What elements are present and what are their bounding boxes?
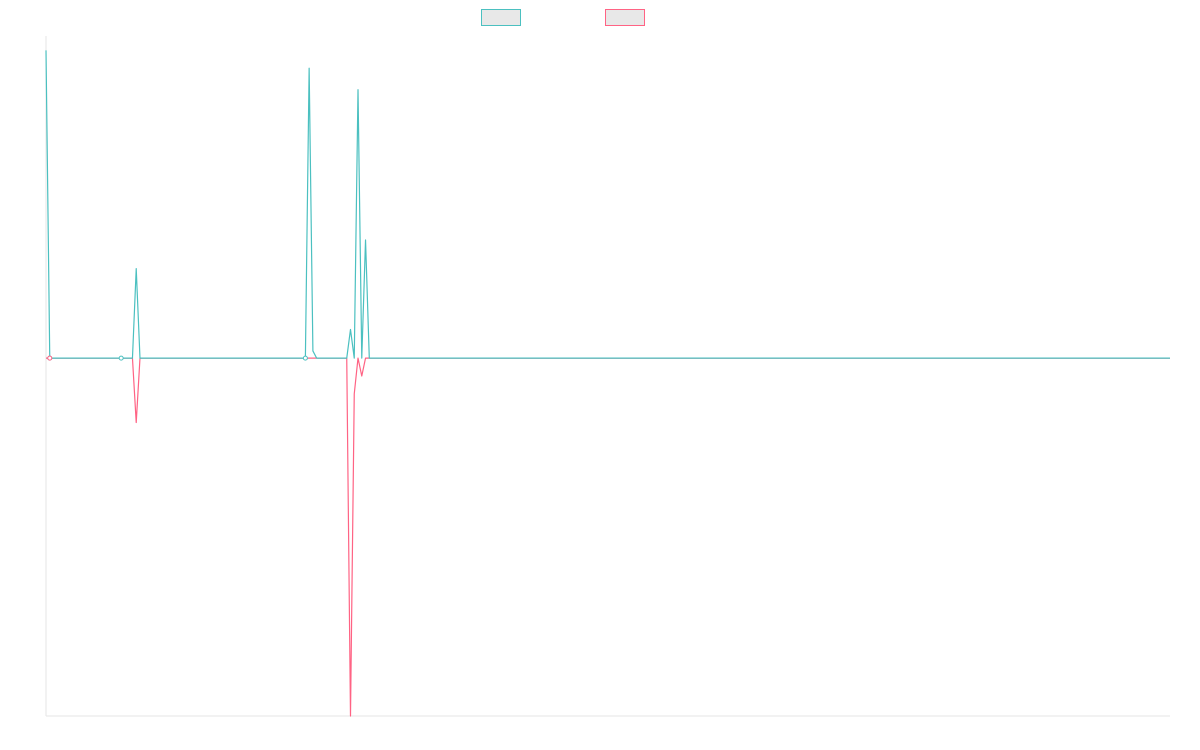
- legend: [481, 9, 645, 26]
- series-1-point: [118, 355, 124, 361]
- series-1-point: [302, 355, 308, 361]
- series-line-2: [46, 357, 1170, 717]
- plot-area: [45, 50, 1170, 717]
- series-2-point: [47, 355, 53, 361]
- series-line-1: [45, 50, 1170, 359]
- legend-swatch-1: [481, 9, 521, 26]
- axes: [45, 36, 1170, 717]
- legend-swatch-2: [605, 9, 645, 26]
